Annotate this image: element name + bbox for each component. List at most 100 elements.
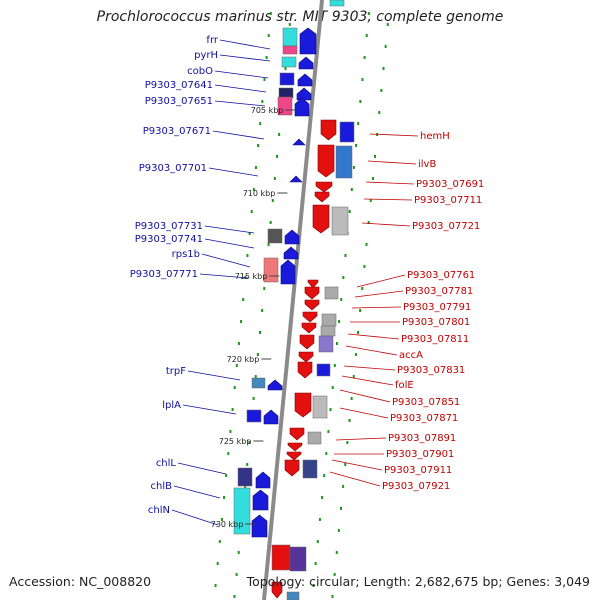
track-dot (333, 573, 336, 576)
gene-label-lpla: lplA (162, 400, 181, 411)
cds-feature (307, 431, 322, 445)
forward-gene-arrow (283, 246, 299, 260)
cds-feature (278, 87, 294, 99)
track-dot (357, 331, 360, 334)
track-dot (361, 78, 364, 81)
track-dot (325, 452, 328, 455)
cds-feature (339, 121, 355, 143)
label-leader-line (219, 54, 271, 62)
forward-gene-arrow (252, 489, 269, 511)
figure-title: Prochlorococcus marinus str. MIT 9303, c… (96, 9, 504, 25)
label-leader-line (367, 160, 417, 165)
track-dot (256, 353, 259, 356)
label-leader-line (204, 238, 255, 249)
reverse-gene-arrow (302, 311, 318, 323)
gene-label-ilvb: ilvB (418, 159, 436, 170)
label-leader-line (339, 389, 391, 403)
gene-label-chll: chlL (156, 458, 177, 469)
gene-label-p9303_07911: P9303_07911 (384, 465, 452, 476)
track-dot (344, 463, 347, 466)
forward-gene-arrow (255, 471, 271, 489)
gene-label-cobo: cobO (187, 66, 213, 77)
track-dot (382, 67, 385, 70)
feature-tracks (233, 0, 355, 600)
track-dot (371, 177, 374, 180)
gene-label-p9303_07871: P9303_07871 (390, 413, 458, 424)
track-dot (335, 551, 338, 554)
track-dot (278, 133, 281, 136)
cds-feature (251, 377, 266, 389)
track-dot (269, 221, 272, 224)
gene-label-acca: accA (399, 350, 423, 361)
track-dot (265, 56, 268, 59)
backbone-line (262, 0, 324, 600)
track-dot (259, 122, 262, 125)
label-leader-line (347, 333, 400, 340)
track-dot (342, 276, 345, 279)
reverse-gene-arrow (297, 361, 313, 379)
track-dot (384, 45, 387, 48)
track-dot (348, 419, 351, 422)
track-dot (314, 562, 317, 565)
cds-feature (281, 56, 297, 68)
label-leader-line (345, 345, 398, 356)
cds-feature (324, 286, 339, 300)
reverse-gene-arrow (284, 459, 300, 477)
cds-feature (271, 544, 291, 571)
track-dot (378, 111, 381, 114)
gene-label-trpf: trpF (166, 366, 186, 377)
label-leader-line (335, 437, 387, 441)
forward-gene-arrow (251, 514, 268, 538)
kbp-tick-label: 725 kbp (219, 437, 252, 446)
gene-label-rps1b: rps1b (172, 249, 200, 260)
reverse-gene-arrow (298, 351, 314, 363)
gene-label-frr: frr (206, 35, 218, 46)
label-leader-line (173, 485, 221, 499)
cds-feature (302, 459, 318, 479)
forward-gene-arrow (289, 175, 303, 183)
track-dot (374, 155, 377, 158)
gene-label-p9303_07831: P9303_07831 (397, 365, 465, 376)
label-leader-line (339, 407, 389, 419)
reverse-gene-arrow (320, 119, 337, 141)
gene-label-p9303_07701: P9303_07701 (139, 163, 207, 174)
reverse-gene-arrow (301, 322, 317, 334)
reverse-gene-arrow (286, 451, 302, 461)
track-dot (225, 474, 228, 477)
track-dot (267, 34, 270, 37)
track-dot (346, 441, 349, 444)
gene-label-fole: folE (395, 380, 414, 391)
gene-label-p9303_07671: P9303_07671 (143, 126, 211, 137)
track-dot (250, 210, 253, 213)
reverse-gene-arrow (307, 279, 319, 289)
track-dot (248, 232, 251, 235)
cds-feature (233, 487, 251, 535)
track-dot (359, 309, 362, 312)
cds-feature (316, 363, 331, 377)
track-dot (327, 430, 330, 433)
label-leader-line (351, 306, 402, 309)
label-leader-line (343, 365, 396, 371)
gene-label-p9303_07801: P9303_07801 (402, 317, 470, 328)
forward-gene-arrow (297, 73, 313, 87)
track-dot (235, 573, 238, 576)
track-dot (229, 430, 232, 433)
track-dot (321, 496, 324, 499)
kbp-tick-label: 730 kbp (211, 520, 244, 529)
track-dot (352, 166, 355, 169)
cds-feature (282, 27, 298, 47)
track-dot (240, 320, 243, 323)
cds-feature (321, 313, 337, 327)
track-dot (220, 518, 223, 521)
track-dot (288, 23, 291, 26)
gene-label-p9303_07711: P9303_07711 (414, 195, 482, 206)
track-dot (354, 353, 357, 356)
cds-feature (289, 546, 307, 572)
label-leader-line (214, 70, 269, 79)
track-dot (254, 375, 257, 378)
forward-gene-arrow (280, 259, 296, 285)
track-dot (318, 518, 321, 521)
track-dot (386, 23, 389, 26)
track-dot (339, 507, 342, 510)
